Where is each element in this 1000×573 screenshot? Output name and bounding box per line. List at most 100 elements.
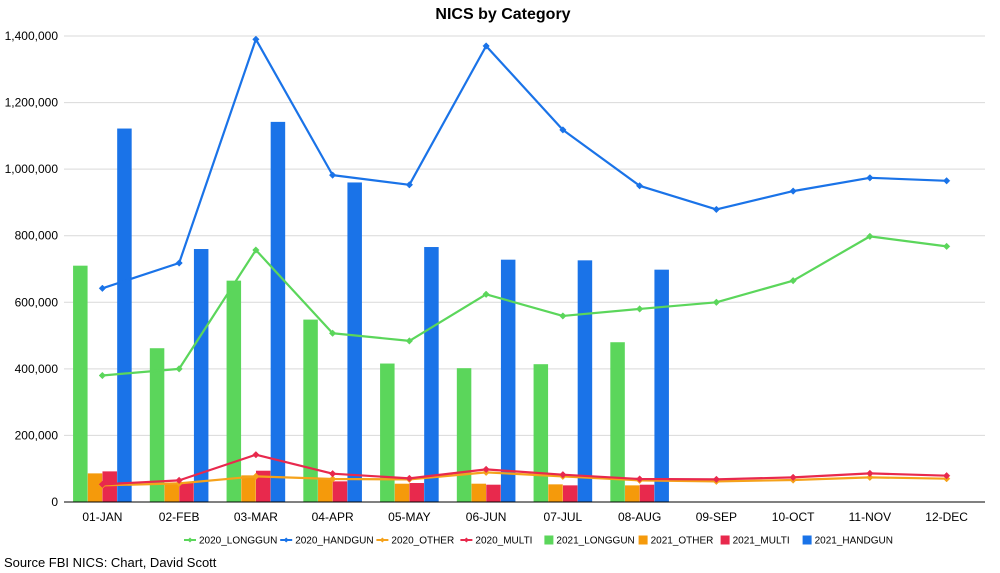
legend-label: 2021_MULTI [733, 536, 790, 547]
point-2020-longgun [789, 276, 797, 285]
legend-item-2021-multi: 2021_MULTI [720, 535, 790, 547]
bar-2021-other [471, 483, 487, 502]
bar-2021-multi [409, 483, 424, 502]
point-2020-handgun [942, 177, 951, 185]
point-2020-handgun [175, 259, 183, 267]
point-2020-handgun [559, 126, 567, 134]
point-2020-multi [175, 476, 183, 485]
point-2020-longgun [559, 312, 567, 320]
y-tick-label: 800,000 [15, 229, 59, 243]
x-tick-label: 07-JUL [544, 510, 583, 524]
source-note: Source FBI NICS: Chart, David Scott [4, 555, 217, 570]
line-2020-other [102, 471, 947, 487]
bar-2021-multi [486, 484, 501, 502]
point-2020-multi [328, 470, 337, 478]
point-2020-multi [482, 465, 490, 474]
point-2020-other [252, 472, 260, 481]
x-tick-label: 09-SEP [696, 510, 737, 524]
x-tick-label: 10-OCT [772, 510, 815, 524]
point-2020-multi [712, 475, 721, 484]
bar-2021-handgun [193, 249, 209, 502]
axis-layer: 0 200,000 400,000 600,000 800,000 1,000,000 1,… [5, 29, 985, 524]
point-2020-handgun [405, 181, 414, 189]
bar-2021-longgun [73, 265, 88, 502]
bar-2021-multi [179, 482, 194, 502]
legend-item-2020-handgun: 2020_HANDGUN [280, 536, 374, 547]
point-2020-longgun [866, 232, 874, 241]
x-tick-label: 01-JAN [82, 510, 122, 524]
point-2020-multi [635, 475, 644, 483]
y-tick-label: 0 [51, 495, 58, 509]
legend-marker [379, 537, 385, 543]
legend-item-2020-longgun: 2020_LONGGUN [184, 536, 277, 547]
line-2020-longgun [102, 235, 947, 377]
legend-marker [463, 537, 469, 543]
bar-layer [73, 121, 669, 503]
bar-2021-other [625, 485, 640, 502]
x-tick-label: 02-FEB [159, 510, 200, 524]
y-tick-label: 1,200,000 [5, 96, 59, 110]
bar-2021-longgun [149, 348, 165, 502]
x-tick-label: 11-NOV [849, 510, 891, 524]
point-2020-longgun [328, 329, 337, 337]
point-2020-handgun [98, 284, 107, 292]
bar-2021-multi [255, 470, 271, 502]
bar-2021-longgun [303, 319, 318, 502]
bar-2021-handgun [577, 260, 593, 502]
y-tick-label: 1,400,000 [5, 29, 59, 43]
point-2020-handgun [712, 205, 721, 214]
legend-label: 2021_HANDGUN [815, 536, 893, 547]
legend-item-2021-longgun: 2021_LONGGUN [544, 535, 635, 547]
legend-bar-swatch [720, 535, 730, 545]
bar-2021-longgun [226, 280, 242, 502]
legend-label: 2020_HANDGUN [295, 536, 373, 547]
legend-label: 2020_OTHER [391, 536, 454, 547]
chart-title: NICS by Category [435, 6, 570, 23]
x-tick-label: 06-JUN [466, 510, 507, 524]
point-2020-multi [942, 472, 951, 480]
y-tick-label: 1,000,000 [5, 162, 59, 176]
point-2020-handgun [789, 187, 797, 195]
bar-2021-multi [562, 485, 578, 502]
bar-2021-longgun [610, 342, 625, 502]
point-2020-longgun [942, 242, 951, 251]
point-2020-longgun [252, 246, 260, 254]
point-2020-multi [559, 471, 567, 479]
legend-item-2020-multi: 2020_MULTI [460, 536, 532, 547]
point-2020-handgun [252, 35, 260, 43]
bar-2021-other [164, 483, 180, 502]
bar-2021-longgun [533, 364, 549, 502]
legend-item-2021-other: 2021_OTHER [638, 535, 714, 547]
legend-label: 2021_OTHER [651, 536, 714, 547]
point-2020-other [328, 475, 337, 483]
x-tick-label: 08-AUG [618, 510, 661, 524]
point-2020-longgun [175, 365, 183, 373]
point-2020-longgun [482, 290, 490, 298]
point-2020-multi [789, 473, 797, 482]
bar-2021-other [87, 473, 103, 502]
point-2020-longgun [712, 298, 721, 306]
bar-2021-multi [332, 481, 348, 502]
point-2020-multi [98, 480, 107, 489]
point-2020-multi [866, 469, 874, 478]
bar-2021-other [318, 478, 333, 502]
legend-bar-swatch [544, 535, 554, 545]
legend-label: 2020_MULTI [475, 536, 532, 547]
x-tick-label: 03-MAR [234, 510, 278, 524]
legend-item-2020-other: 2020_OTHER [376, 536, 454, 547]
line-2020-multi [102, 453, 947, 486]
bar-2021-handgun [117, 128, 132, 502]
x-tick-label: 04-APR [312, 510, 354, 524]
x-tick-label: 05-MAY [388, 510, 430, 524]
bar-2021-longgun [456, 368, 472, 502]
bar-2021-handgun [270, 121, 286, 503]
bar-2021-handgun [424, 247, 439, 502]
bar-2021-other [394, 483, 410, 502]
point-2020-multi [405, 474, 414, 483]
bar-2021-multi [102, 471, 117, 502]
point-2020-handgun [866, 174, 874, 182]
point-2020-other [866, 473, 874, 482]
point-2020-longgun [98, 371, 107, 380]
legend-item-2021-handgun: 2021_HANDGUN [802, 535, 893, 547]
